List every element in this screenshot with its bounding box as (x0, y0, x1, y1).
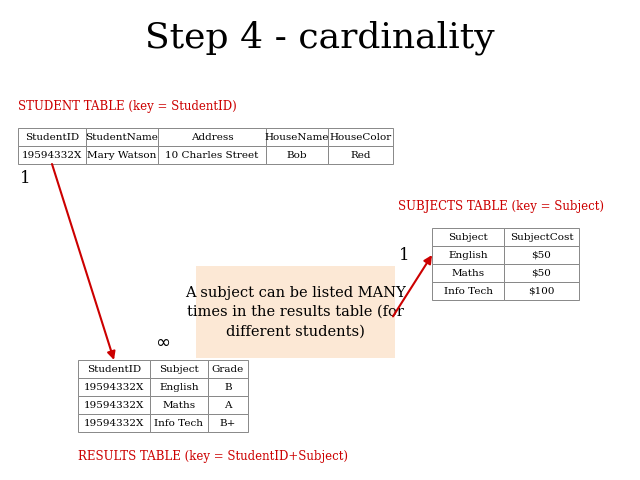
FancyBboxPatch shape (196, 266, 395, 358)
Text: STUDENT TABLE (key = StudentID): STUDENT TABLE (key = StudentID) (18, 100, 237, 113)
Text: A subject can be listed MANY
times in the results table (for
different students): A subject can be listed MANY times in th… (185, 286, 406, 338)
Bar (208, 378, 248, 396)
Text: 19594332X: 19594332X (84, 400, 144, 409)
Text: B+: B+ (220, 419, 236, 428)
Bar (504, 246, 579, 264)
Text: Info Tech: Info Tech (444, 287, 493, 296)
Bar (504, 264, 579, 282)
Text: 19594332X: 19594332X (84, 383, 144, 392)
Text: Subject: Subject (448, 232, 488, 241)
Bar (328, 146, 393, 164)
Text: Maths: Maths (451, 268, 484, 277)
Text: $50: $50 (532, 268, 552, 277)
Bar (150, 414, 208, 432)
Text: A: A (224, 400, 232, 409)
Text: Maths: Maths (163, 400, 196, 409)
Bar (432, 264, 504, 282)
Text: StudentID: StudentID (87, 364, 141, 373)
Text: StudentName: StudentName (86, 132, 159, 142)
Bar (208, 414, 248, 432)
Text: HouseName: HouseName (265, 132, 329, 142)
Text: 19594332X: 19594332X (22, 151, 82, 159)
Bar (86, 146, 158, 164)
Text: SUBJECTS TABLE (key = Subject): SUBJECTS TABLE (key = Subject) (398, 200, 604, 213)
Bar (78, 396, 150, 414)
Bar (266, 146, 328, 164)
Text: Address: Address (191, 132, 234, 142)
Bar (150, 396, 208, 414)
Text: English: English (159, 383, 199, 392)
Bar (78, 360, 150, 378)
Text: B: B (224, 383, 232, 392)
Bar (18, 146, 86, 164)
Text: StudentID: StudentID (25, 132, 79, 142)
Text: $100: $100 (528, 287, 555, 296)
Bar (78, 414, 150, 432)
Text: Grade: Grade (212, 364, 244, 373)
Bar (18, 128, 86, 146)
Bar (150, 360, 208, 378)
Bar (266, 128, 328, 146)
Text: Red: Red (350, 151, 371, 159)
Bar (504, 282, 579, 300)
Bar (432, 246, 504, 264)
Text: Step 4 - cardinality: Step 4 - cardinality (145, 21, 495, 55)
Text: Subject: Subject (159, 364, 199, 373)
Text: 1: 1 (399, 247, 410, 264)
Bar (432, 282, 504, 300)
Bar (504, 228, 579, 246)
Bar (432, 228, 504, 246)
Text: 19594332X: 19594332X (84, 419, 144, 428)
Bar (78, 378, 150, 396)
Bar (208, 360, 248, 378)
Bar (158, 146, 266, 164)
Text: 10 Charles Street: 10 Charles Street (165, 151, 259, 159)
Text: SubjectCost: SubjectCost (509, 232, 573, 241)
Text: 1: 1 (20, 170, 31, 187)
Bar (86, 128, 158, 146)
Text: Mary Watson: Mary Watson (87, 151, 157, 159)
Text: $50: $50 (532, 251, 552, 260)
Text: Info Tech: Info Tech (154, 419, 204, 428)
Text: ∞: ∞ (156, 334, 170, 352)
Bar (328, 128, 393, 146)
Bar (208, 396, 248, 414)
Text: English: English (448, 251, 488, 260)
Bar (150, 378, 208, 396)
Text: RESULTS TABLE (key = StudentID+Subject): RESULTS TABLE (key = StudentID+Subject) (78, 450, 348, 463)
Bar (158, 128, 266, 146)
Text: Bob: Bob (287, 151, 307, 159)
Text: HouseColor: HouseColor (330, 132, 392, 142)
